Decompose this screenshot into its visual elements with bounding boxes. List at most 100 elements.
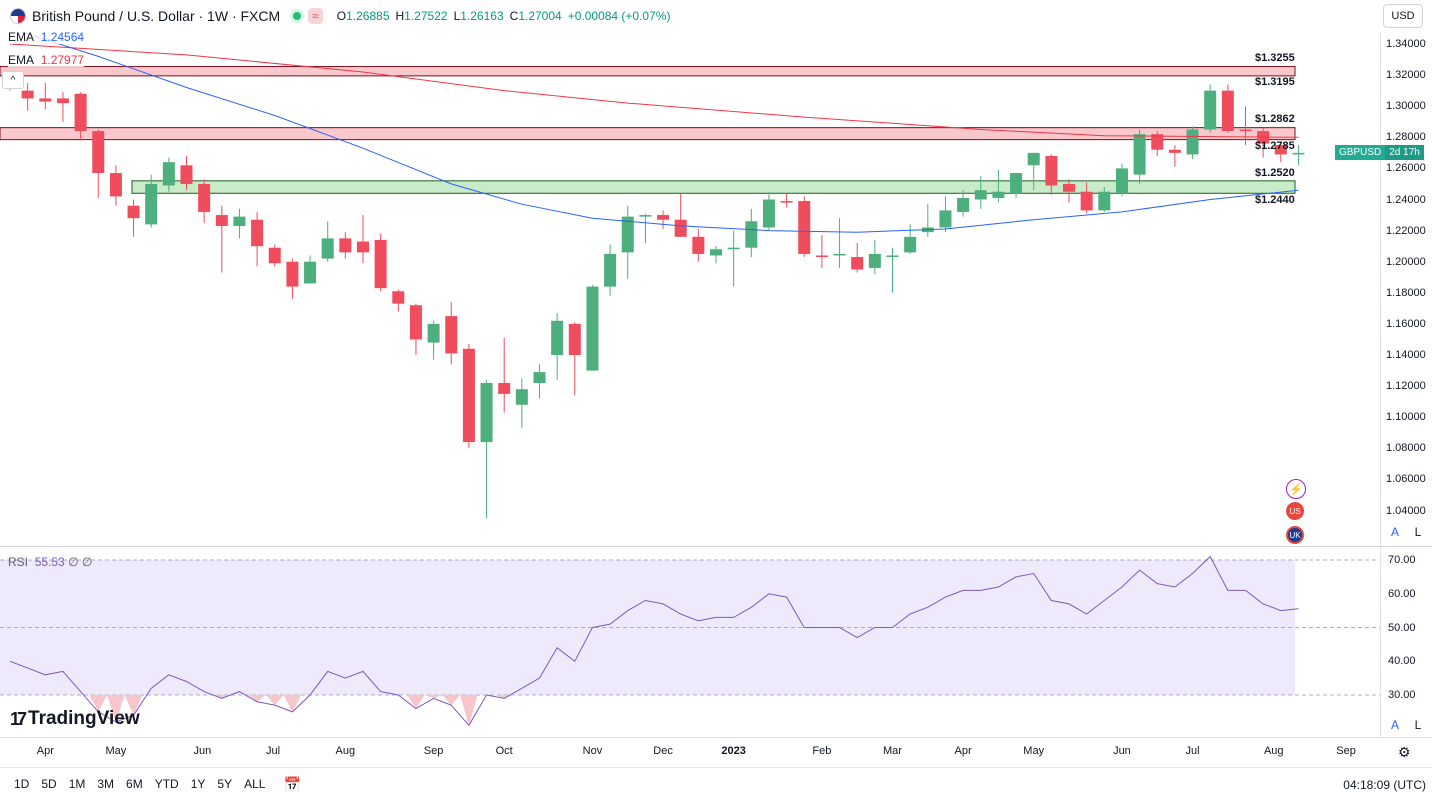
compare-badge-icon[interactable]: ≈: [308, 8, 323, 24]
range-button-1d[interactable]: 1D: [14, 777, 30, 791]
candle: [904, 224, 917, 254]
candle: [145, 174, 158, 228]
candle: [798, 196, 811, 258]
candle: [868, 239, 881, 275]
candle-body: [798, 201, 811, 254]
candle: [109, 165, 122, 206]
candle-body: [533, 372, 546, 383]
candle-body: [515, 389, 528, 405]
range-button-5y[interactable]: 5Y: [217, 777, 233, 791]
candle: [1098, 187, 1111, 212]
rsi-axis-tick: 50.00: [1388, 621, 1416, 634]
range-buttons: 1D 5D 1M 3M 6M YTD 1Y 5Y ALL: [8, 777, 271, 791]
candle-body: [374, 239, 387, 289]
currency-selector-button[interactable]: USD: [1383, 4, 1423, 28]
range-button-3m[interactable]: 3M: [97, 777, 115, 791]
candle: [1239, 106, 1252, 146]
level-label-12785: $1.2785: [1255, 140, 1295, 152]
candle-body: [1133, 134, 1146, 175]
symbol-title[interactable]: British Pound / U.S. Dollar · 1W · FXCM: [32, 8, 281, 24]
clock[interactable]: 04:18:09 (UTC): [1343, 778, 1426, 792]
candle: [162, 157, 175, 192]
log-scale-button[interactable]: L: [1414, 525, 1422, 539]
ema-fast-legend[interactable]: EMA 1.24564: [8, 30, 85, 44]
chart-header: British Pound / U.S. Dollar · 1W · FXCM …: [0, 0, 1380, 32]
price-axis-tick: 1.30000: [1386, 100, 1426, 113]
candle-body: [74, 93, 87, 132]
us-flag-event-icon[interactable]: US: [1286, 502, 1304, 520]
time-axis-label: Sep: [1336, 745, 1356, 757]
candle-body: [162, 162, 175, 186]
price-axis-tick: 1.22000: [1386, 224, 1426, 237]
candle-body: [1204, 90, 1217, 130]
candle-body: [692, 236, 705, 254]
pane-divider[interactable]: [0, 546, 1432, 547]
candle-body: [992, 191, 1005, 198]
candle-body: [39, 98, 52, 102]
candle: [215, 205, 228, 273]
candle-body: [674, 219, 687, 237]
candle-body: [710, 249, 722, 256]
candle-body: [1186, 129, 1199, 155]
candle: [286, 258, 299, 300]
uk-flag-event-icon[interactable]: UK: [1286, 526, 1304, 544]
rsi-chart[interactable]: [0, 547, 1380, 737]
candle: [1292, 145, 1305, 166]
tradingview-logo[interactable]: 17 TradingView: [10, 708, 140, 729]
zone-resistance-upper: [0, 66, 1296, 77]
candle-body: [56, 98, 69, 104]
rsi-log-scale-button[interactable]: L: [1414, 718, 1422, 732]
candle: [56, 92, 69, 122]
time-axis-label: Mar: [883, 745, 902, 757]
rsi-auto-scale-button[interactable]: A: [1390, 718, 1399, 732]
candle: [710, 246, 722, 264]
candle-body: [904, 236, 917, 253]
candle: [533, 364, 546, 399]
ohlc-close: C1.27004: [509, 9, 562, 23]
time-axis-label: Jul: [265, 745, 281, 757]
candle: [815, 235, 828, 268]
price-axis-tick: 1.16000: [1386, 317, 1426, 330]
candle: [198, 179, 211, 223]
candle-body: [939, 210, 952, 228]
candle: [586, 285, 599, 371]
time-axis-label: Aug: [1263, 745, 1284, 757]
time-axis-label: Feb: [812, 745, 832, 757]
price-axis-tick: 1.32000: [1386, 69, 1426, 82]
range-button-all[interactable]: ALL: [244, 777, 266, 791]
candle: [727, 230, 740, 287]
range-button-1m[interactable]: 1M: [68, 777, 86, 791]
candle-body: [498, 382, 511, 394]
price-chart[interactable]: [0, 32, 1380, 572]
time-axis-label: Nov: [582, 745, 603, 757]
candle-body: [1063, 183, 1075, 192]
candle: [1274, 141, 1287, 163]
candle: [392, 289, 405, 312]
settings-gear-icon[interactable]: ⚙: [1398, 744, 1411, 760]
bottom-toolbar: 1D 5D 1M 3M 6M YTD 1Y 5Y ALL 📅 04:18:09 (UTC): [0, 767, 1432, 800]
range-button-6m[interactable]: 6M: [126, 777, 143, 791]
range-button-1y[interactable]: 1Y: [190, 777, 206, 791]
candle-body: [851, 257, 864, 270]
candle-body: [815, 255, 828, 258]
candle: [745, 208, 758, 258]
candle: [480, 379, 493, 519]
candle-body: [1027, 152, 1040, 166]
lightning-event-icon[interactable]: ⚡: [1286, 479, 1306, 499]
candle: [251, 211, 264, 267]
level-label-13255: $1.3255: [1255, 52, 1295, 64]
market-status-icon[interactable]: [290, 9, 305, 23]
candle-body: [604, 253, 617, 287]
candle: [304, 255, 317, 284]
date-range-icon[interactable]: 📅: [283, 775, 301, 792]
candle-body: [233, 216, 246, 226]
collapse-legend-button[interactable]: ^: [2, 71, 24, 89]
range-button-5d[interactable]: 5D: [41, 777, 57, 791]
ema-slow-legend[interactable]: EMA 1.27977: [8, 53, 85, 67]
rsi-legend[interactable]: RSI 55.53 ∅ ∅: [8, 555, 93, 569]
candle: [339, 232, 352, 259]
time-axis-label: Aug: [335, 745, 356, 757]
price-axis-tick: 1.24000: [1386, 193, 1426, 206]
range-button-ytd[interactable]: YTD: [154, 777, 179, 791]
auto-scale-button[interactable]: A: [1390, 525, 1399, 539]
